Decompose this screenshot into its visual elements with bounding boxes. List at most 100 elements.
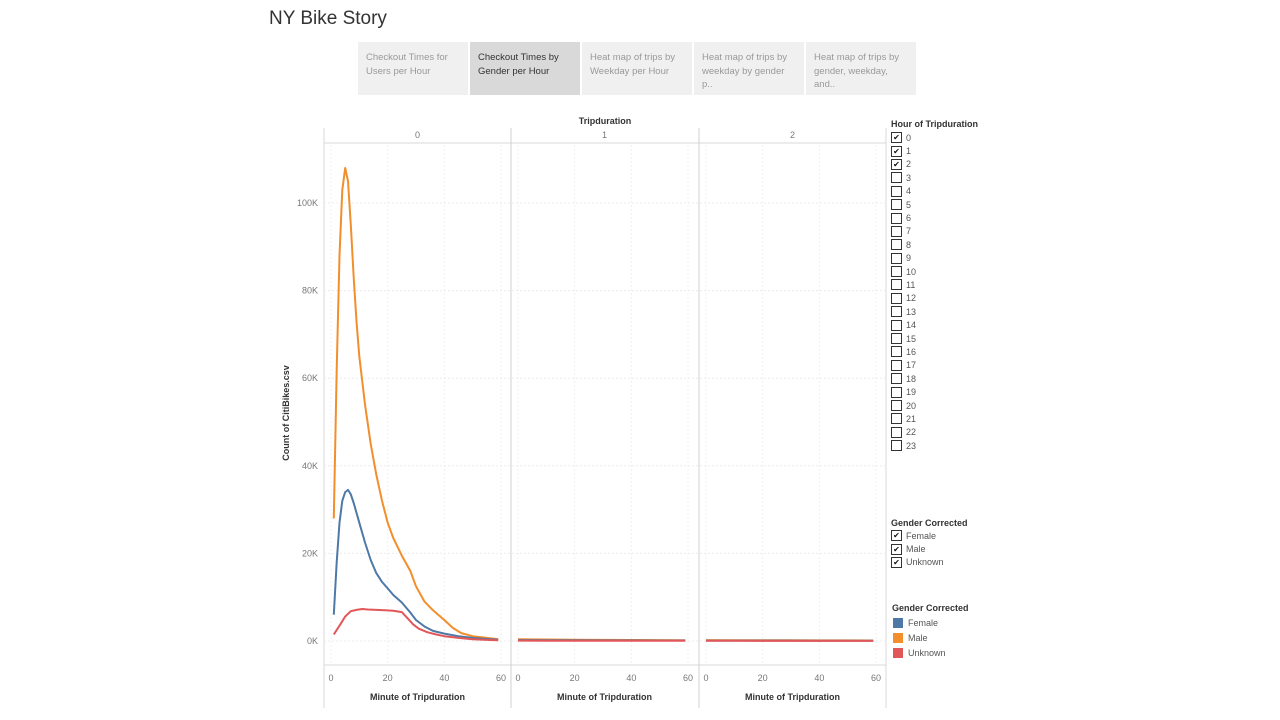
checkbox[interactable]: ✔: [891, 145, 902, 157]
hour-option-0[interactable]: ✔ 0: [891, 131, 916, 144]
hour-option-20[interactable]: 20: [891, 399, 916, 412]
y-tick-label: 40K: [302, 461, 318, 471]
gender-option-female[interactable]: ✔ Female: [891, 529, 944, 542]
x-tick-label: 0: [515, 673, 520, 683]
story-tab-checkout-gender[interactable]: Checkout Times by Gender per Hour: [470, 42, 580, 95]
x-tick-label: 20: [570, 673, 580, 683]
gender-option-label: Male: [906, 544, 926, 555]
x-tick-label: 40: [626, 673, 636, 683]
y-tick-label: 0K: [307, 636, 318, 646]
hour-option-4[interactable]: 4: [891, 185, 916, 198]
x-axis-label: Minute of Tripduration: [557, 692, 652, 702]
hour-filter-title: Hour of Tripduration: [891, 119, 978, 129]
legend-label: Unknown: [908, 647, 946, 658]
checkbox[interactable]: [891, 225, 902, 237]
hour-option-label: 15: [906, 333, 917, 344]
hour-option-label: 23: [906, 440, 917, 451]
checkbox[interactable]: [891, 172, 902, 184]
hour-option-1[interactable]: ✔ 1: [891, 144, 916, 157]
color-legend-list: Female Male Unknown: [893, 615, 946, 660]
x-axis-label: Minute of Tripduration: [745, 692, 840, 702]
gender-option-label: Unknown: [906, 557, 944, 568]
hour-option-12[interactable]: 12: [891, 292, 916, 305]
hour-option-11[interactable]: 11: [891, 278, 916, 291]
checkbox[interactable]: [891, 239, 902, 251]
hour-option-label: 10: [906, 266, 917, 277]
checkbox[interactable]: [891, 292, 902, 304]
legend-item-female[interactable]: Female: [893, 615, 946, 630]
story-tab-heatmap-weekday-gender[interactable]: Heat map of trips by weekday by gender p…: [694, 42, 804, 95]
hour-option-label: 11: [906, 279, 916, 290]
checkbox[interactable]: [891, 319, 902, 331]
checkbox[interactable]: [891, 440, 902, 452]
hour-option-label: 19: [906, 387, 917, 398]
hour-option-8[interactable]: 8: [891, 238, 916, 251]
series-line-unknown-panel-0: [332, 608, 499, 642]
hour-option-18[interactable]: 18: [891, 372, 916, 385]
checkbox[interactable]: [891, 279, 902, 291]
hour-option-6[interactable]: 6: [891, 211, 916, 224]
hour-option-label: 5: [906, 199, 912, 210]
x-tick-label: 0: [328, 673, 333, 683]
story-navigator: Checkout Times for Users per Hour Checko…: [358, 42, 916, 95]
hour-option-label: 14: [906, 320, 917, 331]
hour-option-17[interactable]: 17: [891, 359, 916, 372]
checkbox[interactable]: [891, 346, 902, 358]
checkbox[interactable]: [891, 306, 902, 318]
y-tick-label: 60K: [302, 373, 318, 383]
x-tick-label: 60: [496, 673, 506, 683]
story-tab-heatmap-weekday[interactable]: Heat map of trips by Weekday per Hour: [582, 42, 692, 95]
hour-option-10[interactable]: 10: [891, 265, 916, 278]
story-tab-checkout-users[interactable]: Checkout Times for Users per Hour: [358, 42, 468, 95]
color-legend-title: Gender Corrected: [892, 603, 969, 613]
hour-option-15[interactable]: 15: [891, 332, 916, 345]
checkbox[interactable]: ✔: [891, 556, 902, 568]
checkbox[interactable]: [891, 212, 902, 224]
hour-option-13[interactable]: 13: [891, 305, 916, 318]
checkbox[interactable]: ✔: [891, 530, 902, 542]
hour-option-9[interactable]: 9: [891, 252, 916, 265]
story-tab-heatmap-gender-weekday[interactable]: Heat map of trips by gender, weekday, an…: [806, 42, 916, 95]
checkbox[interactable]: ✔: [891, 132, 902, 144]
legend-label: Male: [908, 632, 928, 643]
hour-option-16[interactable]: 16: [891, 345, 916, 358]
checkbox[interactable]: [891, 333, 902, 345]
gender-option-unknown[interactable]: ✔ Unknown: [891, 556, 944, 569]
checkbox[interactable]: [891, 359, 902, 371]
hour-option-3[interactable]: 3: [891, 171, 916, 184]
checkbox[interactable]: ✔: [891, 543, 902, 555]
panel-header-label: 1: [602, 130, 607, 140]
hour-option-7[interactable]: 7: [891, 225, 916, 238]
legend-item-male[interactable]: Male: [893, 630, 946, 645]
column-header-label: Tripduration: [579, 116, 632, 126]
hour-option-label: 22: [906, 427, 917, 438]
checkbox[interactable]: [891, 199, 902, 211]
checkbox[interactable]: [891, 252, 902, 264]
hour-option-label: 4: [906, 186, 912, 197]
hour-option-21[interactable]: 21: [891, 412, 916, 425]
hour-option-2[interactable]: ✔ 2: [891, 158, 916, 171]
hour-option-23[interactable]: 23: [891, 439, 916, 452]
checkbox[interactable]: [891, 185, 902, 197]
hour-option-label: 6: [906, 213, 912, 224]
checkbox[interactable]: [891, 426, 902, 438]
checkbox[interactable]: [891, 266, 902, 278]
x-tick-label: 20: [383, 673, 393, 683]
hour-option-5[interactable]: 5: [891, 198, 916, 211]
hour-filter-list: ✔ 0 ✔ 1 ✔ 2 3 4 5 6 7 8 9 10 11 12 13 14 15 16 17 18 19 20 21 22 2…: [891, 131, 916, 452]
hour-option-14[interactable]: 14: [891, 318, 916, 331]
hour-option-label: 9: [906, 253, 912, 264]
checkbox[interactable]: ✔: [891, 158, 902, 170]
checkbox[interactable]: [891, 373, 902, 385]
hour-option-22[interactable]: 22: [891, 426, 916, 439]
x-tick-label: 20: [758, 673, 768, 683]
y-tick-label: 80K: [302, 286, 318, 296]
checkbox[interactable]: [891, 413, 902, 425]
legend-item-unknown[interactable]: Unknown: [893, 645, 946, 660]
gender-option-male[interactable]: ✔ Male: [891, 542, 944, 555]
checkbox[interactable]: [891, 400, 902, 411]
hour-option-19[interactable]: 19: [891, 385, 916, 398]
checkbox[interactable]: [891, 386, 902, 398]
hour-option-label: 1: [906, 146, 912, 157]
